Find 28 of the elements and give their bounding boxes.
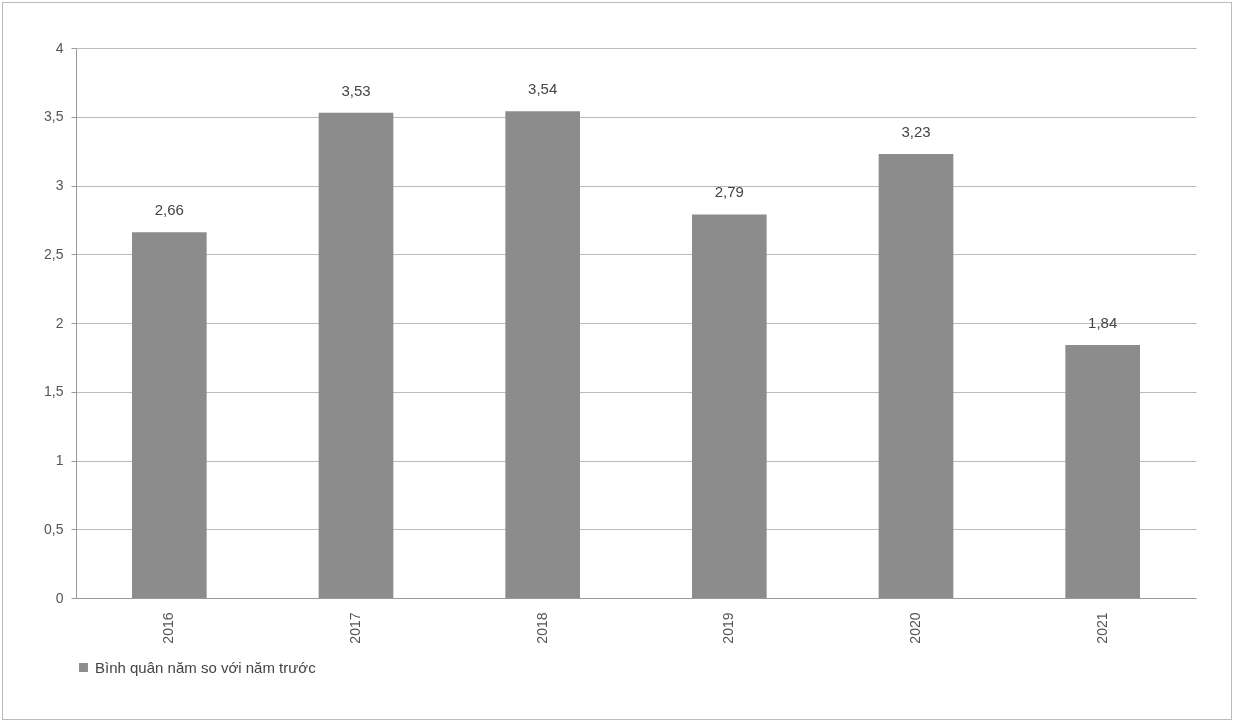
y-tick-label: 0	[55, 589, 64, 606]
y-tick-label: 2	[55, 314, 64, 331]
x-tick-label: 2018	[533, 612, 550, 644]
data-label: 3,53	[341, 81, 371, 99]
x-tick-label: 2020	[907, 612, 923, 644]
data-label: 3,54	[528, 80, 558, 98]
data-label: 1,84	[1088, 314, 1118, 331]
y-tick-label: 2,5	[44, 245, 64, 262]
y-tick-label: 0,5	[44, 520, 64, 537]
data-label: 3,23	[901, 122, 931, 140]
bar	[318, 112, 394, 598]
bar	[878, 153, 954, 598]
x-tick-label: 2017	[347, 612, 363, 644]
x-tick-label: 2016	[160, 612, 177, 644]
y-tick-label: 1,5	[44, 383, 64, 400]
y-tick-label: 3	[55, 177, 64, 193]
bar	[692, 214, 767, 598]
bar	[505, 111, 580, 598]
x-tick-label: 2019	[720, 612, 737, 644]
bar	[1065, 345, 1140, 598]
y-tick-label: 3,5	[44, 108, 64, 125]
bar	[132, 232, 207, 598]
data-label: 2,79	[714, 183, 744, 201]
y-tick-label: 4	[55, 39, 64, 56]
data-label: 2,66	[154, 201, 184, 219]
y-tick-label: 1	[55, 452, 64, 468]
legend-label: Bình quân năm so với năm trước	[95, 658, 317, 676]
x-tick-label: 2021	[1093, 612, 1110, 644]
